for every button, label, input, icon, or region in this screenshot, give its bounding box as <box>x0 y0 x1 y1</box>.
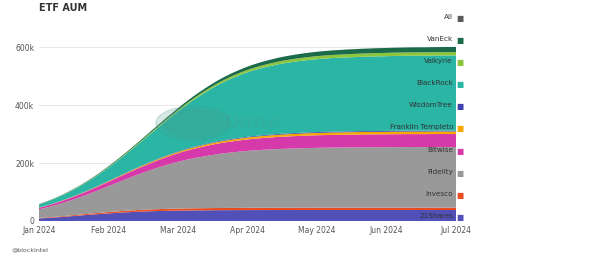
Text: ■: ■ <box>456 80 463 89</box>
Text: ■: ■ <box>456 147 463 155</box>
Text: ETF AUM: ETF AUM <box>39 3 87 12</box>
Text: Fidelity: Fidelity <box>427 169 453 175</box>
Text: BlackRock: BlackRock <box>416 80 453 86</box>
Text: ■: ■ <box>456 191 463 200</box>
Text: ■: ■ <box>456 169 463 178</box>
Text: Bitwise: Bitwise <box>427 147 453 153</box>
Text: VanEck: VanEck <box>427 36 453 42</box>
Text: ■: ■ <box>456 36 463 45</box>
Text: ■: ■ <box>456 102 463 111</box>
Text: Valkyrie: Valkyrie <box>424 58 453 64</box>
Text: WisdomTree: WisdomTree <box>409 102 453 108</box>
Text: Invesco: Invesco <box>425 191 453 197</box>
Text: Franklin Templeto: Franklin Templeto <box>389 124 453 131</box>
Text: ■: ■ <box>456 124 463 133</box>
Circle shape <box>156 106 231 140</box>
Circle shape <box>164 110 223 136</box>
Text: ■: ■ <box>456 213 463 222</box>
Text: All: All <box>444 14 453 20</box>
Text: Dune: Dune <box>223 114 280 132</box>
Text: 21Shares: 21Shares <box>419 213 453 219</box>
Text: ■: ■ <box>456 58 463 67</box>
Text: ■: ■ <box>456 14 463 23</box>
Text: @blockintel: @blockintel <box>12 248 49 253</box>
